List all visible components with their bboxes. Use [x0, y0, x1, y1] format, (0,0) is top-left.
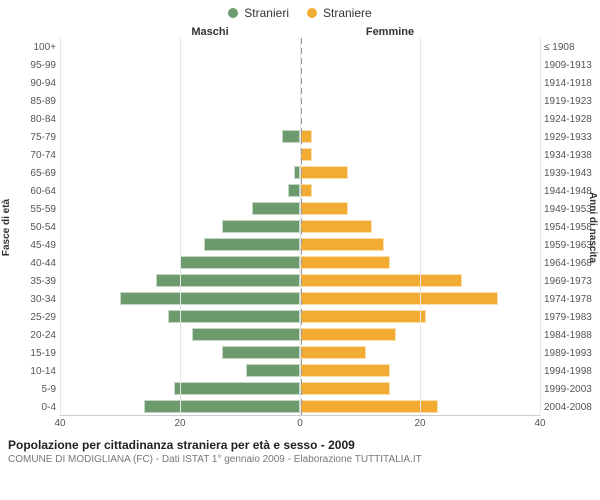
age-label: 60-64 — [14, 182, 60, 200]
x-tick: 20 — [174, 418, 185, 429]
age-label: 20-24 — [14, 326, 60, 344]
x-axis: 40 20 0 20 40 — [0, 416, 600, 434]
legend-female: Straniere — [307, 6, 372, 20]
header-maschi: Maschi — [60, 26, 300, 38]
chart-body: Fasce di età 100+95-9990-9485-8980-8475-… — [0, 38, 600, 416]
column-headers: Maschi Femmine — [0, 20, 600, 38]
bar-male — [288, 184, 300, 197]
birth-label: 1994-1998 — [540, 362, 586, 380]
age-labels: 100+95-9990-9485-8980-8475-7970-7465-696… — [14, 38, 60, 416]
age-label: 85-89 — [14, 92, 60, 110]
birth-label: 1964-1968 — [540, 254, 586, 272]
bar-female — [300, 364, 390, 377]
age-label: 15-19 — [14, 344, 60, 362]
bar-male — [282, 130, 300, 143]
age-label: 75-79 — [14, 128, 60, 146]
pyramid-chart: Stranieri Straniere Maschi Femmine Fasce… — [0, 0, 600, 500]
age-label: 90-94 — [14, 74, 60, 92]
birth-label: 1954-1958 — [540, 218, 586, 236]
bar-male — [246, 364, 300, 377]
x-ticks: 402002040 — [60, 416, 540, 434]
x-tick: 40 — [54, 418, 65, 429]
bar-female — [300, 220, 372, 233]
bar-female — [300, 166, 348, 179]
legend: Stranieri Straniere — [0, 0, 600, 20]
birth-label: 1944-1948 — [540, 182, 586, 200]
age-label: 50-54 — [14, 218, 60, 236]
age-label: 30-34 — [14, 290, 60, 308]
bar-male — [174, 382, 300, 395]
age-label: 25-29 — [14, 308, 60, 326]
bar-male — [222, 346, 300, 359]
bar-female — [300, 256, 390, 269]
bar-female — [300, 382, 390, 395]
age-label: 100+ — [14, 38, 60, 56]
birth-labels: ≤ 19081909-19131914-19181919-19231924-19… — [540, 38, 586, 416]
birth-label: 1929-1933 — [540, 128, 586, 146]
age-label: 0-4 — [14, 398, 60, 416]
bar-male — [120, 292, 300, 305]
y-axis-label-left: Fasce di età — [0, 38, 14, 416]
bar-female — [300, 310, 426, 323]
chart-title: Popolazione per cittadinanza straniera p… — [8, 438, 592, 452]
age-label: 45-49 — [14, 236, 60, 254]
bar-male — [252, 202, 300, 215]
age-label: 55-59 — [14, 200, 60, 218]
bar-male — [204, 238, 300, 251]
age-label: 40-44 — [14, 254, 60, 272]
legend-label-male: Stranieri — [244, 6, 289, 20]
bar-female — [300, 292, 498, 305]
x-tick: 20 — [414, 418, 425, 429]
bar-male — [144, 400, 300, 413]
birth-label: 1984-1988 — [540, 326, 586, 344]
bar-male — [192, 328, 300, 341]
bar-female — [300, 400, 438, 413]
birth-label: 1974-1978 — [540, 290, 586, 308]
birth-label: 1969-1973 — [540, 272, 586, 290]
birth-label: 1934-1938 — [540, 146, 586, 164]
birth-label: 2004-2008 — [540, 398, 586, 416]
chart-subtitle: COMUNE DI MODIGLIANA (FC) - Dati ISTAT 1… — [8, 452, 592, 465]
x-tick: 0 — [297, 418, 303, 429]
age-label: 80-84 — [14, 110, 60, 128]
birth-label: 1939-1943 — [540, 164, 586, 182]
birth-label: 1979-1983 — [540, 308, 586, 326]
age-label: 65-69 — [14, 164, 60, 182]
birth-label: 1909-1913 — [540, 56, 586, 74]
age-label: 35-39 — [14, 272, 60, 290]
age-label: 95-99 — [14, 56, 60, 74]
age-label: 5-9 — [14, 380, 60, 398]
birth-label: ≤ 1908 — [540, 38, 586, 56]
birth-label: 1924-1928 — [540, 110, 586, 128]
age-label: 10-14 — [14, 362, 60, 380]
birth-label: 1949-1953 — [540, 200, 586, 218]
bar-female — [300, 328, 396, 341]
birth-label: 1959-1963 — [540, 236, 586, 254]
bar-female — [300, 346, 366, 359]
bar-male — [168, 310, 300, 323]
bar-male — [222, 220, 300, 233]
age-label: 70-74 — [14, 146, 60, 164]
plot-area — [60, 38, 540, 416]
header-femmine: Femmine — [300, 26, 540, 38]
bar-female — [300, 238, 384, 251]
legend-swatch-male — [228, 8, 238, 18]
legend-swatch-female — [307, 8, 317, 18]
birth-label: 1919-1923 — [540, 92, 586, 110]
x-tick: 40 — [534, 418, 545, 429]
birth-label: 1989-1993 — [540, 344, 586, 362]
birth-label: 1914-1918 — [540, 74, 586, 92]
bar-female — [300, 274, 462, 287]
legend-male: Stranieri — [228, 6, 289, 20]
y-axis-label-right: Anni di nascita — [586, 38, 600, 416]
bar-male — [180, 256, 300, 269]
legend-label-female: Straniere — [323, 6, 372, 20]
bar-male — [156, 274, 300, 287]
birth-label: 1999-2003 — [540, 380, 586, 398]
footer: Popolazione per cittadinanza straniera p… — [0, 434, 600, 465]
bar-female — [300, 202, 348, 215]
